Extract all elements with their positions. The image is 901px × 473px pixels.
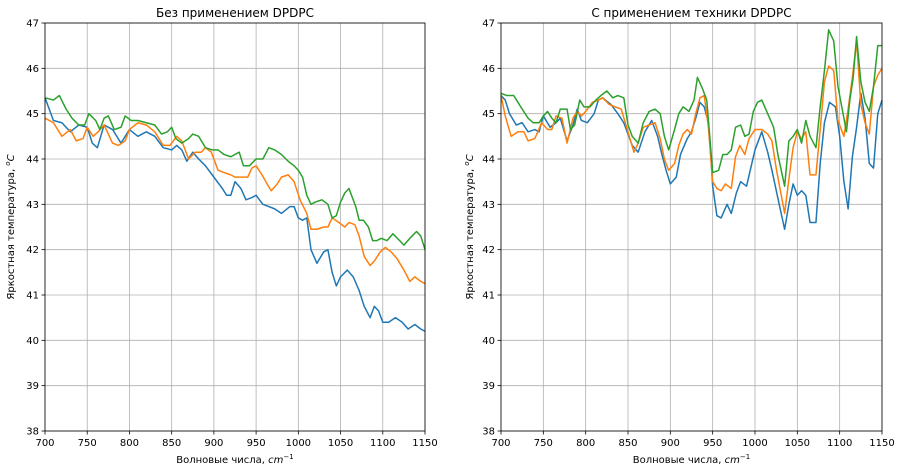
chart-right-frame <box>500 22 883 432</box>
y-tick-label: 45 <box>26 109 39 120</box>
x-axis-label-unit: cm <box>268 455 283 466</box>
x-axis-label-text: Волновые числа, <box>176 455 268 466</box>
chart-left-yticks: 38 39 40 41 42 43 44 45 46 47 <box>26 19 45 438</box>
series-line-1 <box>44 97 426 332</box>
y-tick-label: 38 <box>26 427 39 438</box>
chart-left-frame <box>44 22 426 432</box>
series-line-2 <box>44 117 426 285</box>
y-axis-label-degree: o <box>4 161 12 165</box>
y-tick-label: 40 <box>482 336 495 347</box>
chart-left-xticks: 700 750 800 850 900 950 1000 1050 1100 1150 <box>35 431 438 449</box>
x-tick-label: 800 <box>120 438 139 449</box>
chart-left: 700 750 800 850 900 950 1000 1050 1100 1150 38 39 4… <box>4 6 438 466</box>
x-tick-label: 700 <box>491 438 510 449</box>
x-tick-label: 1150 <box>412 438 437 449</box>
chart-left-lines <box>44 94 426 332</box>
series-line-3 <box>44 94 426 250</box>
y-tick-label: 39 <box>482 381 495 392</box>
y-tick-label: 46 <box>482 64 495 75</box>
y-tick-label: 40 <box>26 336 39 347</box>
x-axis-label-text: Волновые числа, <box>633 455 725 466</box>
y-tick-label: 42 <box>26 245 39 256</box>
chart-left-x-axis-label: Волновые числа, cm−1 <box>176 453 294 466</box>
y-axis-label-text: Яркостная температура, <box>6 166 17 300</box>
chart-left-title: Без применением DPDPC <box>156 6 314 20</box>
x-tick-label: 850 <box>162 438 181 449</box>
x-tick-label: 1100 <box>827 438 852 449</box>
x-tick-label: 700 <box>35 438 54 449</box>
chart-right-yticks: 38 39 40 41 42 43 44 45 46 47 <box>482 19 501 438</box>
series-line-3 <box>500 29 882 187</box>
chart-right-title: С применением техники DPDPC <box>591 6 791 20</box>
y-tick-label: 38 <box>482 427 495 438</box>
x-tick-label: 900 <box>661 438 680 449</box>
series-line-2 <box>500 40 883 215</box>
y-axis-label-text: Яркостная температура, <box>465 166 476 300</box>
y-tick-label: 45 <box>482 109 495 120</box>
y-tick-label: 43 <box>26 200 39 211</box>
chart-right-y-axis-label: Яркостная температура, oC <box>463 154 476 299</box>
y-tick-label: 41 <box>26 291 39 302</box>
x-tick-label: 1050 <box>785 438 810 449</box>
x-tick-label: 1000 <box>286 438 311 449</box>
x-tick-label: 1000 <box>742 438 767 449</box>
y-axis-label-unit: C <box>465 154 476 161</box>
y-tick-label: 42 <box>482 245 495 256</box>
x-tick-label: 900 <box>204 438 223 449</box>
x-tick-label: 1050 <box>328 438 353 449</box>
x-axis-label-exponent: −1 <box>740 453 750 461</box>
x-tick-label: 1100 <box>370 438 395 449</box>
x-tick-label: 750 <box>534 438 553 449</box>
y-tick-label: 39 <box>26 381 39 392</box>
y-tick-label: 47 <box>26 19 39 30</box>
x-axis-label-exponent: −1 <box>283 453 293 461</box>
y-tick-label: 47 <box>482 19 495 30</box>
y-tick-label: 43 <box>482 200 495 211</box>
chart-left-y-axis-label: Яркостная температура, oC <box>4 154 17 299</box>
y-tick-label: 44 <box>26 155 39 166</box>
x-tick-label: 950 <box>247 438 266 449</box>
x-tick-label: 800 <box>576 438 595 449</box>
x-tick-label: 750 <box>78 438 97 449</box>
y-tick-label: 41 <box>482 291 495 302</box>
y-tick-label: 44 <box>482 155 495 166</box>
chart-right: 700 750 800 850 900 950 1000 1050 1100 1150 38 39 4… <box>463 6 895 466</box>
x-axis-label-unit: cm <box>725 455 740 466</box>
y-tick-label: 46 <box>26 64 39 75</box>
x-tick-label: 850 <box>618 438 637 449</box>
chart-right-xticks: 700 750 800 850 900 950 1000 1050 1100 1150 <box>491 431 895 449</box>
x-tick-label: 1150 <box>869 438 894 449</box>
x-tick-label: 950 <box>703 438 722 449</box>
y-axis-label-unit: C <box>6 154 17 161</box>
chart-right-lines <box>500 29 883 231</box>
y-axis-label-degree: o <box>463 161 471 165</box>
chart-right-x-axis-label: Волновые числа, cm−1 <box>633 453 751 466</box>
